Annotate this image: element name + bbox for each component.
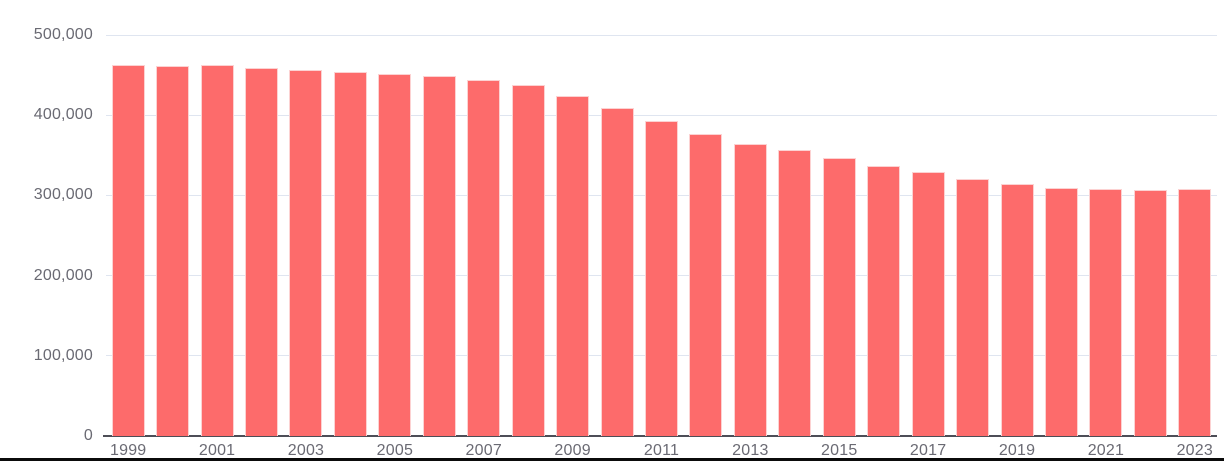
x-tick-label-2005: 2005 [376, 442, 414, 459]
bar-2005[interactable] [378, 73, 412, 436]
bar-2010[interactable] [600, 107, 634, 436]
bar-2003[interactable] [289, 70, 323, 436]
y-tick-label-100000: 100,000 [33, 346, 93, 364]
bar-2009[interactable] [556, 96, 590, 436]
bottom-divider [0, 458, 1224, 461]
x-tick-label-2007: 2007 [465, 442, 502, 459]
bar-2007[interactable] [467, 79, 501, 436]
bar-2017[interactable] [911, 172, 945, 436]
x-axis-line [103, 435, 1217, 437]
bar-2020[interactable] [1044, 187, 1078, 436]
bar-2012[interactable] [689, 133, 723, 436]
gridline-500000 [106, 34, 1217, 36]
bar-2002[interactable] [245, 67, 279, 436]
bar-2015[interactable] [822, 157, 856, 436]
bar-2006[interactable] [422, 75, 456, 436]
y-tick-label-300000: 300,000 [33, 186, 93, 204]
x-tick-label-2017: 2017 [909, 442, 947, 459]
bar-2021[interactable] [1089, 188, 1123, 436]
x-tick-label-2015: 2015 [821, 442, 858, 459]
y-tick-label-500000: 500,000 [33, 26, 93, 43]
bar-2022[interactable] [1133, 189, 1167, 436]
bar-2016[interactable] [867, 166, 901, 436]
gridline-400000 [106, 114, 1217, 116]
bar-2019[interactable] [1000, 183, 1034, 436]
x-tick-label-2009: 2009 [554, 442, 591, 459]
x-tick-label-2019: 2019 [998, 442, 1036, 459]
bar-2018[interactable] [956, 178, 990, 436]
bar-2014[interactable] [778, 150, 812, 436]
bar-2008[interactable] [511, 85, 545, 436]
x-tick-label-2023: 2023 [1176, 442, 1213, 459]
bar-2000[interactable] [156, 65, 190, 436]
x-tick-label-2003: 2003 [287, 442, 325, 459]
y-tick-label-400000: 400,000 [33, 106, 93, 124]
y-tick-label-200000: 200,000 [33, 266, 93, 284]
bar-2001[interactable] [200, 65, 234, 436]
bar-2023[interactable] [1178, 188, 1212, 436]
x-tick-label-2013: 2013 [732, 442, 769, 459]
bar-2011[interactable] [645, 120, 678, 436]
bar-1999[interactable] [111, 64, 145, 436]
x-tick-label-2021: 2021 [1087, 442, 1125, 459]
bar-2013[interactable] [733, 143, 767, 436]
x-tick-label-2011: 2011 [643, 442, 680, 459]
bar-2004[interactable] [333, 72, 367, 436]
y-tick-label-0: 0 [83, 427, 93, 444]
x-tick-label-1999: 1999 [110, 442, 147, 459]
x-tick-label-2001: 2001 [198, 442, 236, 459]
